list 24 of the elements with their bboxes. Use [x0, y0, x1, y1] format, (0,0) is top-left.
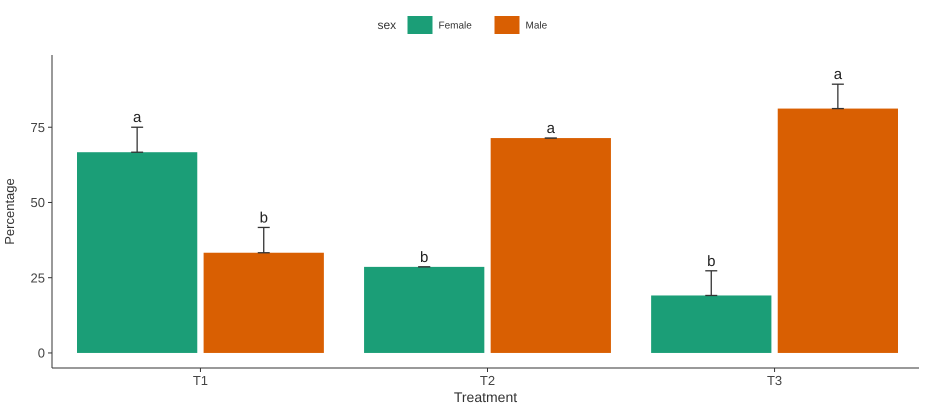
y-tick-label: 50: [30, 195, 45, 210]
bar: [364, 266, 484, 353]
data-label: b: [707, 252, 716, 270]
x-tick-label: T2: [480, 373, 496, 388]
x-axis-title: Treatment: [454, 389, 518, 405]
legend-label: Female: [438, 20, 472, 32]
y-tick-label: 75: [30, 120, 45, 135]
data-label: a: [132, 109, 142, 126]
legend-title: sex: [378, 18, 396, 32]
bar: [204, 252, 324, 353]
y-tick-label: 25: [30, 270, 45, 286]
legend-label: Male: [526, 20, 548, 32]
data-label: a: [834, 66, 843, 84]
bar: [651, 295, 772, 353]
bar: [778, 108, 898, 353]
x-tick-label: T3: [766, 373, 782, 388]
x-tick-label: T1: [192, 373, 208, 388]
data-label: a: [546, 120, 556, 138]
bar: [77, 152, 198, 353]
y-axis-title: Percentage: [2, 178, 17, 245]
data-label: b: [260, 209, 268, 226]
y-tick-label: 0: [38, 346, 45, 360]
data-label: b: [420, 248, 428, 266]
bar: [490, 138, 611, 353]
